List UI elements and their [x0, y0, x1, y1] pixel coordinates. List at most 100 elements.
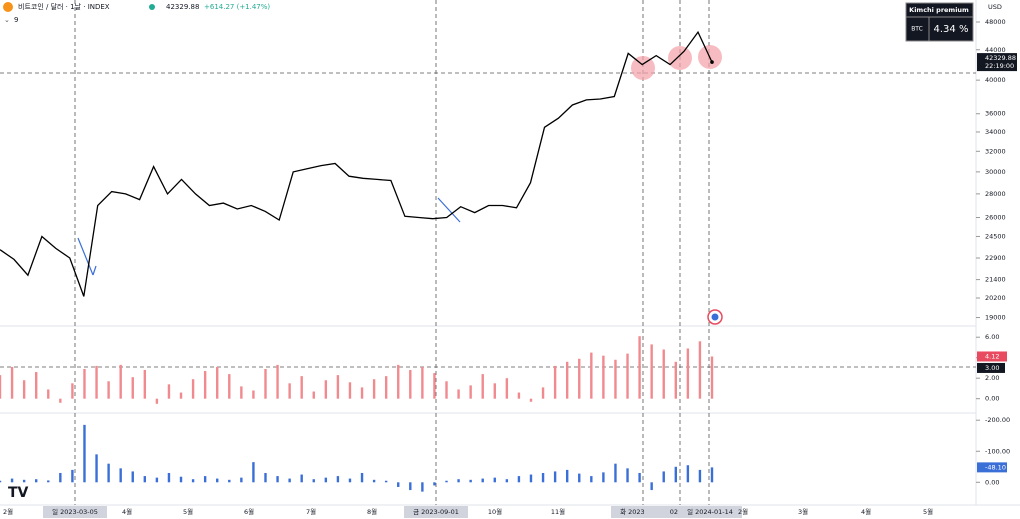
bar — [686, 348, 690, 399]
bar — [47, 480, 50, 483]
bar — [590, 476, 593, 483]
bar — [107, 381, 110, 399]
bar — [179, 476, 183, 483]
bar — [95, 365, 98, 399]
bar — [83, 424, 86, 483]
y-tick-label: 20200 — [985, 294, 1006, 302]
bar — [493, 477, 496, 483]
last-value-label: 4.12 — [985, 352, 999, 360]
indicator-count[interactable]: 9 — [14, 16, 18, 24]
chevron[interactable]: ⌄ — [4, 16, 10, 24]
bar — [565, 469, 569, 483]
arrow-head — [92, 265, 97, 276]
bar — [264, 368, 267, 399]
bar — [505, 378, 509, 399]
x-tick-label: 6월 — [244, 507, 254, 516]
bar — [384, 480, 388, 483]
bar — [674, 466, 677, 483]
bar — [590, 352, 593, 399]
highlight-circle — [668, 46, 692, 70]
bar — [240, 477, 243, 483]
bar — [481, 374, 484, 399]
bar — [203, 371, 207, 399]
x-tick-label: 10월 — [488, 507, 502, 516]
x-tick-label: 023 — [670, 508, 682, 516]
bar — [541, 472, 545, 483]
symbol-icon — [3, 2, 13, 12]
bar — [22, 479, 26, 483]
bar — [433, 373, 436, 399]
y-tick-label: 36000 — [985, 110, 1006, 118]
arrow — [437, 197, 461, 223]
y-tick-label: 48000 — [985, 18, 1006, 26]
bar — [167, 384, 171, 399]
bar — [578, 473, 581, 483]
bar — [240, 386, 243, 399]
event-icon-inner — [711, 313, 719, 321]
bar — [276, 364, 279, 399]
bar — [119, 364, 122, 399]
bar — [372, 379, 376, 399]
bar — [421, 366, 424, 399]
x-label-highlight — [43, 506, 107, 518]
bar — [517, 392, 521, 399]
bar — [553, 365, 557, 399]
y-tick-label: 2.00 — [985, 374, 999, 382]
x-tick-label: 일 2024-01-14 — [687, 507, 733, 516]
bar — [662, 471, 665, 483]
bar — [553, 471, 557, 483]
price-tag-time: 22:19:00 — [985, 62, 1014, 70]
bar — [457, 479, 460, 483]
bar — [131, 377, 134, 399]
bar — [469, 385, 472, 399]
kimchi-box: Kimchi premium BTC 4.34 % — [905, 2, 974, 42]
bar — [312, 479, 315, 483]
y-tick-label: 6.00 — [985, 333, 999, 341]
x-tick-label: 2월 — [738, 507, 748, 516]
bar — [228, 374, 231, 399]
last-point — [710, 60, 714, 64]
bar — [433, 482, 436, 486]
bar — [614, 359, 617, 399]
bar — [698, 469, 702, 483]
change: +614.27 (+1.47%) — [204, 3, 270, 11]
header: 비트코인 / 달러 · 1날 · INDEX 42329.88 +614.27 … — [3, 2, 1002, 501]
x-tick-label: 5월 — [183, 507, 193, 516]
bar — [457, 389, 460, 399]
bar — [95, 454, 98, 483]
symbol: 비트코인 / 달러 · 1날 · INDEX — [18, 2, 110, 11]
status-dot — [149, 4, 155, 10]
y-tick-label: 34000 — [985, 128, 1006, 136]
bar — [10, 366, 14, 399]
bar — [481, 478, 484, 483]
bar — [143, 370, 147, 399]
bar — [650, 344, 653, 399]
y-tick-label: 32000 — [985, 147, 1006, 155]
x-tick-label: 7월 — [306, 507, 316, 516]
price-line — [0, 30, 713, 297]
bar — [300, 474, 303, 483]
bar — [47, 389, 50, 399]
bar — [179, 392, 183, 399]
bar — [83, 368, 86, 399]
y-tick-label: -200.00 — [985, 416, 1010, 424]
x-tick-label: 일 2023-03-05 — [52, 507, 98, 516]
bar — [155, 398, 159, 404]
bar — [710, 356, 714, 399]
bar — [71, 469, 74, 483]
bar — [276, 476, 279, 483]
bar — [35, 479, 38, 483]
bar — [710, 467, 714, 483]
bar — [264, 472, 267, 483]
bar — [59, 472, 62, 483]
x-tick-label: 2월 — [3, 507, 13, 516]
bar — [35, 372, 38, 399]
bar — [360, 387, 364, 399]
x-tick-label: 4월 — [122, 507, 132, 516]
bar — [348, 478, 352, 483]
bar — [216, 366, 219, 399]
bar — [252, 462, 255, 483]
bar — [143, 476, 147, 483]
box-bg — [905, 2, 974, 42]
